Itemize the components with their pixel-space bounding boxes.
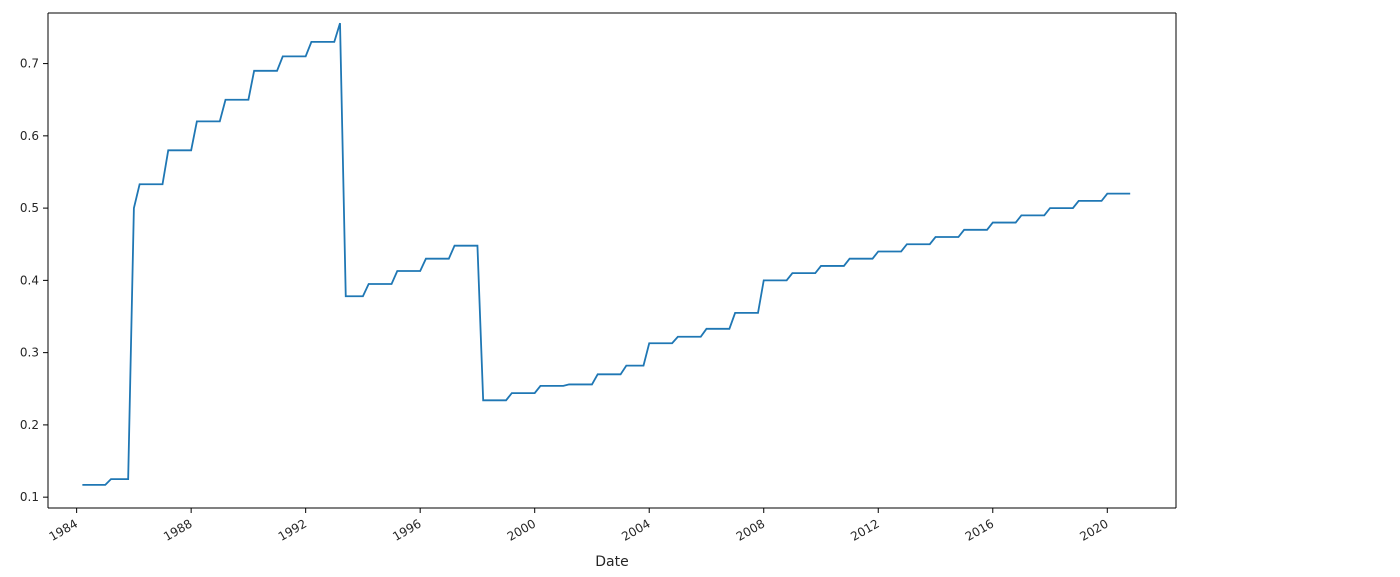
x-tick-label: 2016 [963, 516, 996, 543]
series-line [82, 22, 1131, 486]
y-tick-label: 0.7 [20, 57, 39, 71]
plot-area [82, 22, 1131, 486]
y-tick-label: 0.5 [20, 201, 39, 215]
x-tick-label: 1996 [390, 516, 423, 543]
y-tick-label: 0.1 [20, 490, 39, 504]
y-tick-label: 0.4 [20, 273, 39, 287]
axes-frame [47, 12, 1177, 509]
x-tick-label: 2008 [734, 516, 767, 543]
x-tick-label: 2000 [505, 516, 538, 543]
x-axis-label: Date [595, 554, 628, 570]
y-tick-label: 0.2 [20, 418, 39, 432]
y-axis-ticks: 0.1 0.2 0.3 0.4 0.5 0.6 0.7 [20, 57, 48, 504]
x-tick-label: 2020 [1077, 516, 1110, 543]
x-tick-label: 2012 [848, 516, 881, 543]
x-tick-label: 1992 [276, 516, 309, 543]
x-tick-label: 1984 [47, 516, 80, 543]
x-axis-ticks: 1984 1988 1992 1996 2000 2004 2008 2012 2016 2020 [47, 508, 1111, 544]
x-tick-label: 1988 [161, 516, 194, 543]
x-tick-label: 2004 [619, 516, 652, 543]
y-tick-label: 0.3 [20, 346, 39, 360]
y-tick-label: 0.6 [20, 129, 39, 143]
